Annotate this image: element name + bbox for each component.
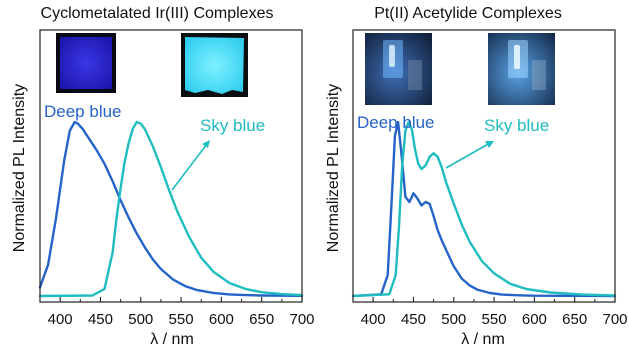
x-tick-label: 450 xyxy=(401,311,426,328)
x-tick-label: 500 xyxy=(441,311,466,328)
sky-blue-annotation: Sky blue xyxy=(484,116,549,135)
deep-blue-annotation: Deep blue xyxy=(357,113,435,132)
x-tick-label: 400 xyxy=(361,311,386,328)
series-line-sky-blue xyxy=(351,120,617,298)
x-tick-label: 700 xyxy=(289,311,314,328)
chart-title: Cyclometalated Ir(III) Complexes xyxy=(41,5,274,22)
series-line-deep-blue xyxy=(351,120,617,298)
deep-blue-annotation: Deep blue xyxy=(44,102,122,121)
deep-blue-film-photo xyxy=(56,33,116,93)
x-axis: 400 450 500 550 600 650 700 xyxy=(352,297,628,328)
sky-blue-annotation: Sky blue xyxy=(200,116,265,135)
x-tick-label: 450 xyxy=(88,311,113,328)
plot-area xyxy=(351,120,617,298)
sky-blue-arrow xyxy=(445,141,494,169)
pt-complexes-chart: Pt(II) Acetylide Complexes Normalized PL… xyxy=(325,5,628,348)
ir-complexes-chart: Cyclometalated Ir(III) Complexes Normali… xyxy=(11,5,315,348)
series-line-sky-blue xyxy=(38,120,304,298)
x-axis-label: λ / nm xyxy=(150,331,194,348)
sky-blue-device-photo xyxy=(488,33,555,105)
sky-blue-arrow xyxy=(171,140,210,191)
y-axis-label: Normalized PL Intensity xyxy=(325,84,342,252)
series-line-deep-blue xyxy=(38,120,304,297)
plot-area xyxy=(38,120,304,298)
deep-blue-device-photo xyxy=(365,33,432,105)
x-tick-label: 500 xyxy=(128,311,153,328)
x-tick-label: 600 xyxy=(522,311,547,328)
plot-frame xyxy=(352,29,616,303)
x-tick-label: 550 xyxy=(169,311,194,328)
plot-frame xyxy=(39,29,303,303)
sky-blue-film-photo xyxy=(181,33,248,97)
x-tick-label: 650 xyxy=(249,311,274,328)
x-tick-label: 650 xyxy=(562,311,587,328)
x-tick-label: 600 xyxy=(209,311,234,328)
x-tick-label: 550 xyxy=(482,311,507,328)
x-tick-label: 700 xyxy=(602,311,627,328)
y-axis-label: Normalized PL Intensity xyxy=(11,84,28,252)
x-tick-label: 400 xyxy=(48,311,73,328)
x-axis-label: λ / nm xyxy=(461,331,505,348)
x-axis: 400 450 500 550 600 650 700 xyxy=(39,297,315,328)
chart-title: Pt(II) Acetylide Complexes xyxy=(374,5,562,22)
